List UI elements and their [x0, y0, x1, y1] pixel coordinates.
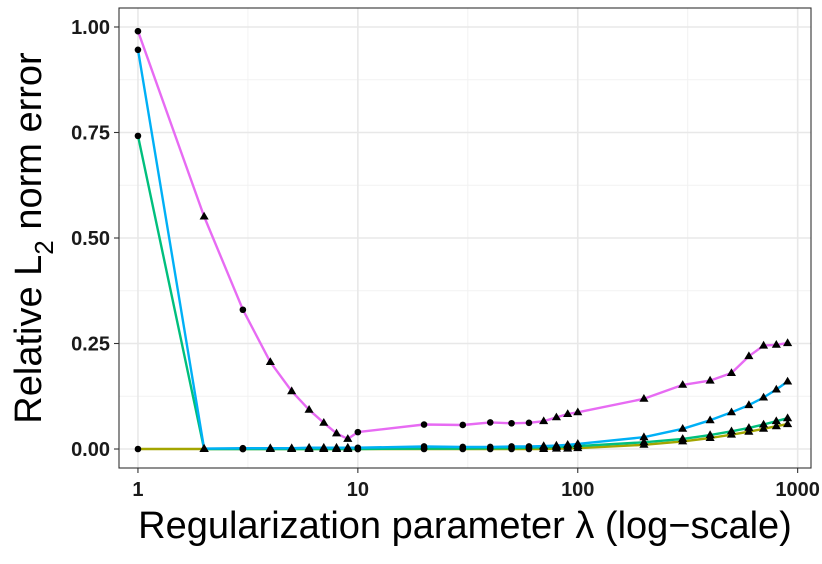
data-point — [459, 443, 467, 451]
data-point — [304, 405, 314, 413]
data-point — [265, 357, 275, 365]
data-point — [639, 437, 649, 446]
data-point — [420, 443, 428, 450]
data-point — [508, 419, 515, 427]
data-point — [759, 424, 769, 432]
data-point — [563, 409, 573, 417]
x-tick-label: 1000 — [775, 479, 820, 501]
y-axis-title-rest: norm error — [8, 52, 50, 240]
data-point — [678, 380, 688, 388]
y-axis-title-main: Relative L — [8, 255, 50, 424]
data-point — [573, 439, 583, 447]
data-point — [319, 418, 329, 426]
data-point — [705, 430, 715, 439]
data-point — [759, 340, 769, 349]
data-point — [705, 375, 715, 384]
data-point — [239, 306, 247, 314]
data-markers — [134, 27, 793, 453]
data-point — [265, 443, 275, 452]
data-point — [343, 434, 353, 442]
data-point — [726, 368, 736, 376]
x-tick-label: 10 — [347, 479, 369, 501]
data-point — [744, 400, 754, 409]
data-point — [486, 419, 494, 426]
data-point — [563, 440, 573, 448]
series-line-3 — [136, 49, 789, 450]
data-point — [573, 407, 583, 416]
data-point — [134, 46, 142, 54]
x-tick-label: 1 — [132, 479, 143, 501]
data-point — [726, 426, 736, 435]
data-point — [199, 443, 209, 452]
data-point — [332, 442, 342, 451]
data-point — [678, 434, 688, 442]
data-point — [783, 376, 793, 385]
data-point — [551, 412, 561, 421]
data-point — [771, 340, 781, 348]
grid — [119, 8, 811, 468]
data-point — [525, 419, 533, 427]
data-point — [134, 132, 142, 140]
data-point — [459, 421, 467, 429]
y-tick-label: 0.00 — [71, 439, 110, 461]
data-point — [486, 443, 494, 451]
data-point — [771, 421, 781, 430]
data-point — [783, 413, 793, 422]
data-point — [304, 442, 314, 451]
x-axis-title: Regularization parameter λ (log−scale) — [138, 505, 792, 547]
y-tick-label: 1.00 — [71, 17, 110, 39]
data-point — [287, 443, 297, 452]
data-point — [332, 428, 342, 437]
data-point — [639, 432, 649, 441]
y-tick-label: 0.50 — [71, 228, 110, 250]
data-point — [539, 416, 549, 425]
y-tick-label: 0.25 — [71, 334, 110, 356]
data-point — [744, 351, 754, 360]
data-point — [678, 424, 688, 432]
data-point — [319, 442, 329, 451]
data-point — [783, 419, 793, 428]
data-point — [354, 428, 362, 436]
data-point — [134, 445, 142, 453]
data-point — [759, 419, 769, 428]
axes: 1 10 100 1000 0.00 0.25 0.50 0.75 1.00 — [71, 17, 820, 501]
data-point — [705, 415, 715, 424]
data-point — [199, 211, 209, 220]
data-point — [639, 394, 649, 402]
data-point — [783, 338, 793, 347]
data-point — [287, 386, 297, 395]
y-axis-title: Relative L2 norm error — [8, 52, 59, 424]
data-point — [726, 407, 736, 416]
y-axis-title-subscript: 2 — [29, 240, 59, 254]
y-tick-label: 0.75 — [71, 122, 110, 144]
data-point — [551, 440, 561, 449]
data-point — [539, 441, 549, 449]
data-point — [239, 444, 247, 452]
x-tick-label: 100 — [561, 479, 594, 501]
data-point — [744, 423, 754, 431]
data-point — [343, 442, 353, 451]
data-point — [354, 444, 362, 452]
series-lines — [136, 30, 789, 451]
data-point — [508, 443, 515, 450]
data-point — [525, 443, 533, 450]
data-point — [420, 421, 428, 428]
series-line-4 — [136, 30, 788, 441]
data-point — [771, 384, 781, 393]
data-point — [759, 392, 769, 401]
data-point — [134, 27, 142, 35]
data-point — [771, 416, 781, 425]
